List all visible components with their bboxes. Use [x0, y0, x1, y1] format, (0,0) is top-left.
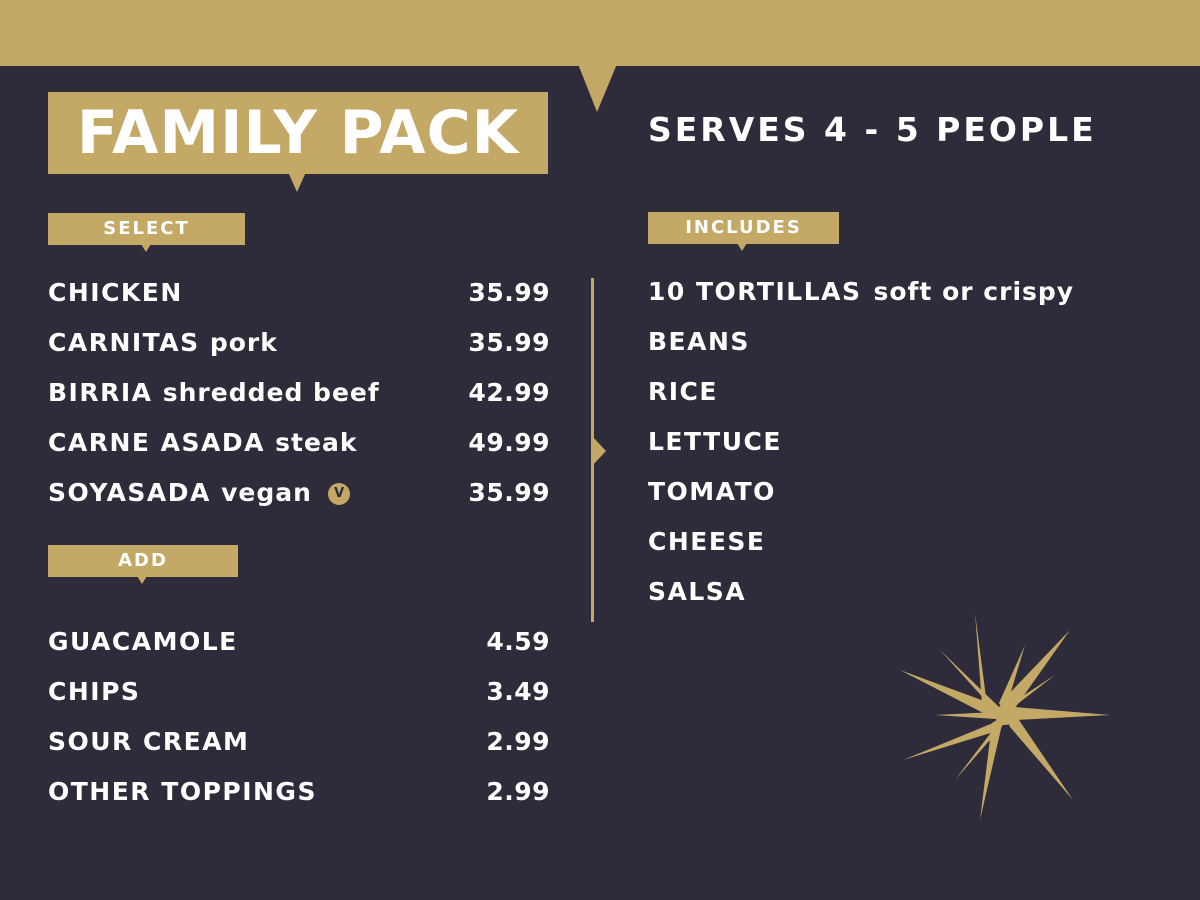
menu-item-price: 42.99 [468, 377, 550, 407]
includes-item-cheese: CHEESE [648, 525, 766, 559]
vegan-badge-icon: V [328, 482, 351, 505]
addon-item-price: 3.49 [486, 676, 550, 706]
select-tag-label: SELECT [103, 218, 190, 239]
menu-item-chicken: CHICKEN 35.99 [48, 275, 550, 309]
addon-item-guacamole: GUACAMOLE 4.59 [48, 624, 550, 658]
includes-item-name: TOMATO [648, 477, 776, 506]
menu-item-price: 49.99 [468, 427, 550, 457]
addon-item-name: GUACAMOLE [48, 626, 238, 656]
menu-item-name: CARNITAS [48, 327, 200, 357]
menu-item-name: SOYASADA [48, 477, 211, 507]
includes-item-name: RICE [648, 377, 718, 406]
serves-label: SERVES 4 - 5 PEOPLE [648, 110, 1097, 149]
includes-item-tomato: TOMATO [648, 475, 776, 509]
menu-item-name: BIRRIA [48, 377, 153, 407]
add-tag-label: ADD [118, 550, 168, 571]
addon-item-price: 2.99 [486, 776, 550, 806]
includes-item-name: 10 TORTILLAS [648, 277, 862, 306]
menu-item-price: 35.99 [468, 327, 550, 357]
includes-tag: INCLUDES [648, 212, 839, 244]
includes-item-name: SALSA [648, 577, 747, 606]
menu-item-desc: vegan [221, 477, 312, 507]
menu-item-carnitas: CARNITAS pork 35.99 [48, 325, 550, 359]
add-tag-pointer [137, 576, 147, 584]
addon-item-price: 4.59 [486, 626, 550, 656]
divider-arrow-icon [592, 436, 606, 466]
menu-item-birria: BIRRIA shredded beef 42.99 [48, 375, 550, 409]
menu-item-name: CARNE ASADA [48, 427, 265, 457]
addon-item-sour-cream: SOUR CREAM 2.99 [48, 724, 550, 758]
addon-item-name: CHIPS [48, 676, 141, 706]
includes-item-tortillas: 10 TORTILLAS soft or crispy [648, 275, 1074, 309]
sparkle-star-icon [900, 613, 1110, 820]
select-tag-pointer [141, 244, 151, 252]
top-banner-notch [578, 64, 617, 112]
includes-item-name: CHEESE [648, 527, 766, 556]
menu-item-name: CHICKEN [48, 277, 183, 307]
includes-tag-pointer [737, 243, 747, 251]
includes-item-name: BEANS [648, 327, 750, 356]
includes-item-rice: RICE [648, 375, 718, 409]
addon-item-name: SOUR CREAM [48, 726, 250, 756]
addon-item-other-toppings: OTHER TOPPINGS 2.99 [48, 774, 550, 808]
addon-item-price: 2.99 [486, 726, 550, 756]
title-pointer [288, 172, 306, 192]
add-tag: ADD [48, 545, 238, 577]
addon-item-chips: CHIPS 3.49 [48, 674, 550, 708]
top-banner [0, 0, 1200, 66]
includes-item-beans: BEANS [648, 325, 750, 359]
menu-item-price: 35.99 [468, 477, 550, 507]
includes-item-lettuce: LETTUCE [648, 425, 782, 459]
includes-item-name: LETTUCE [648, 427, 782, 456]
title-banner: FAMILY PACK [48, 92, 548, 174]
includes-item-salsa: SALSA [648, 575, 746, 609]
menu-item-desc: shredded beef [162, 377, 380, 407]
includes-item-desc: soft or crispy [873, 277, 1075, 306]
menu-item-carne-asada: CARNE ASADA steak 49.99 [48, 425, 550, 459]
includes-tag-label: INCLUDES [685, 217, 802, 238]
page-title: FAMILY PACK [76, 98, 520, 168]
menu-item-desc: pork [209, 327, 278, 357]
menu-item-desc: steak [275, 427, 358, 457]
menu-item-soyasada: SOYASADA vegan V 35.99 [48, 475, 550, 509]
select-tag: SELECT [48, 213, 245, 245]
addon-item-name: OTHER TOPPINGS [48, 776, 317, 806]
menu-item-price: 35.99 [468, 277, 550, 307]
